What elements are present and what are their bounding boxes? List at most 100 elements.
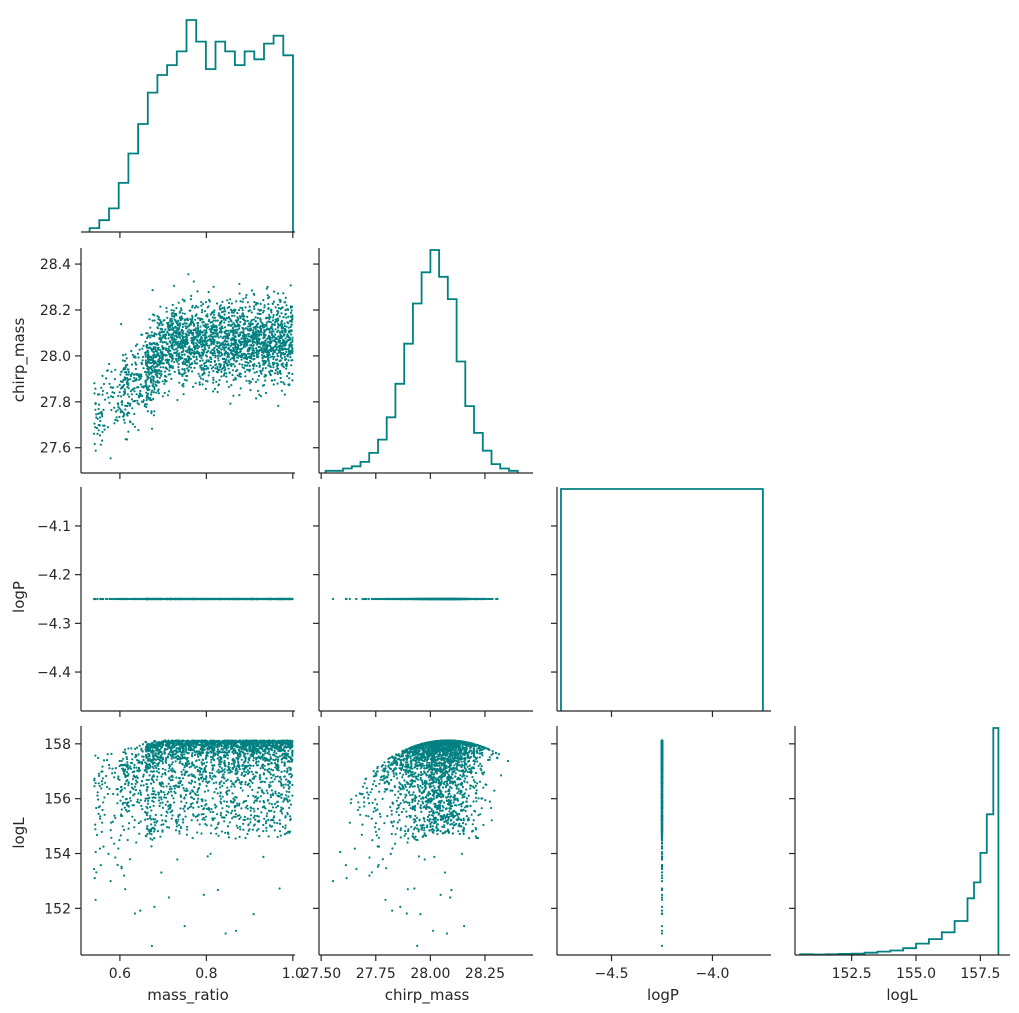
scatter-point: [253, 354, 256, 357]
scatter-point: [148, 373, 151, 376]
scatter-point: [243, 337, 246, 340]
scatter-point: [273, 597, 276, 601]
scatter-point: [161, 380, 164, 383]
scatter-point: [179, 341, 182, 344]
scatter-point: [178, 381, 181, 384]
scatter-point: [193, 353, 196, 356]
scatter-point: [277, 404, 280, 407]
scatter-point: [185, 322, 188, 325]
scatter-point: [268, 372, 271, 375]
scatter-point: [194, 318, 197, 321]
scatter-point: [140, 362, 144, 366]
scatter-point: [251, 341, 254, 344]
scatter-point: [259, 312, 262, 316]
scatter-point: [290, 597, 293, 601]
scatter-point: [219, 343, 222, 346]
scatter-point: [213, 387, 216, 390]
scatter-point: [281, 344, 285, 347]
scatter-point: [152, 414, 155, 417]
scatter-point: [258, 326, 261, 329]
scatter-point: [148, 832, 151, 835]
scatter-point: [136, 352, 139, 355]
scatter-point: [161, 330, 164, 333]
scatter-point: [219, 814, 222, 817]
scatter-point: [225, 362, 228, 365]
scatter-point: [267, 364, 270, 367]
scatter-point: [261, 342, 264, 345]
scatter-point: [239, 316, 242, 320]
scatter-point: [117, 394, 120, 397]
scatter-point: [149, 380, 152, 383]
scatter-point: [250, 334, 253, 337]
scatter-point: [212, 323, 215, 326]
scatter-point: [274, 372, 277, 375]
scatter-point: [237, 317, 240, 321]
scatter-point: [241, 300, 244, 303]
scatter-point: [238, 372, 241, 375]
scatter-point: [198, 375, 201, 378]
scatter-point: [98, 772, 101, 775]
scatter-point: [276, 312, 279, 315]
scatter-point: [152, 379, 155, 382]
scatter-point: [194, 344, 198, 348]
scatter-point: [101, 374, 104, 377]
scatter-point: [214, 356, 217, 359]
scatter-point: [135, 746, 139, 749]
scatter-point: [182, 372, 186, 375]
scatter-point: [150, 393, 153, 396]
scatter-point: [177, 818, 180, 821]
scatter-point: [158, 332, 161, 335]
scatter-point: [112, 386, 115, 389]
scatter-point: [177, 301, 180, 304]
scatter-point: [205, 761, 208, 764]
scatter-point: [263, 375, 266, 378]
scatter-point: [221, 784, 224, 788]
scatter-point: [189, 318, 192, 321]
scatter-point: [164, 366, 167, 369]
scatter-point: [235, 349, 238, 352]
scatter-point: [262, 855, 265, 859]
scatter-point: [244, 360, 247, 364]
scatter-point: [252, 318, 255, 321]
scatter-point: [280, 306, 283, 310]
scatter-point: [231, 357, 234, 360]
scatter-point: [223, 360, 226, 364]
scatter-point: [216, 390, 219, 394]
scatter-point: [272, 357, 275, 361]
scatter-point: [212, 376, 215, 379]
scatter-point: [168, 366, 171, 369]
scatter-point: [94, 823, 97, 826]
scatter-point: [232, 311, 235, 314]
scatter-point: [154, 371, 157, 374]
scatter-point: [216, 332, 219, 335]
scatter-point: [107, 396, 110, 399]
scatter-point: [176, 349, 179, 352]
scatter-point: [194, 597, 197, 601]
scatter-point: [241, 334, 244, 338]
scatter-point: [252, 338, 255, 341]
scatter-point: [136, 402, 139, 405]
scatter-point: [180, 308, 183, 312]
scatter-point: [157, 392, 160, 395]
scatter-point: [276, 382, 279, 385]
scatter-point: [176, 398, 179, 402]
scatter-point: [253, 301, 256, 304]
scatter-point: [127, 402, 130, 405]
scatter-point: [157, 318, 160, 321]
scatter-point: [197, 805, 200, 809]
scatter-point: [244, 375, 247, 378]
scatter-point: [184, 343, 187, 346]
scatter-point: [130, 363, 134, 366]
scatter-point: [367, 597, 370, 601]
scatter-point: [272, 316, 275, 319]
scatter-point: [215, 302, 219, 305]
scatter-point: [215, 380, 218, 383]
scatter-point: [239, 387, 242, 390]
scatter-point: [229, 363, 232, 366]
panel-chirp_mass-vs-mass_ratio: 27.627.828.028.228.4: [40, 248, 295, 479]
scatter-point: [166, 316, 169, 319]
scatter-point: [355, 597, 358, 601]
scatter-point: [141, 359, 144, 362]
scatter-point: [227, 329, 230, 332]
scatter-point: [194, 382, 197, 385]
